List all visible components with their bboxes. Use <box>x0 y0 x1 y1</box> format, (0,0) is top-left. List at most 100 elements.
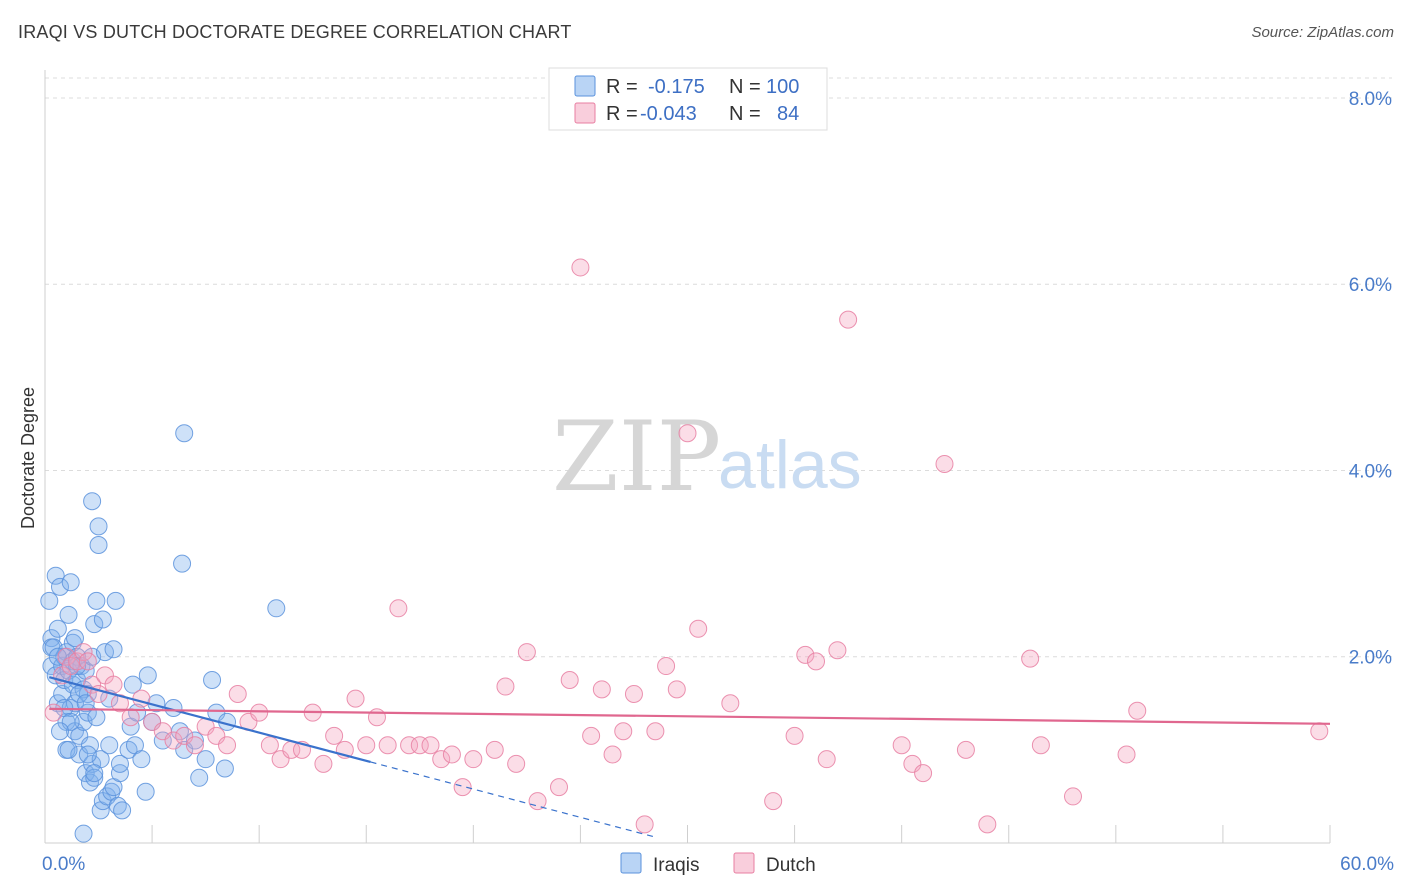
point-iraqis <box>46 566 65 585</box>
watermark-atlas-text: atlas <box>718 427 862 503</box>
y-tick-label: 2.0% <box>1349 648 1392 669</box>
chart-title: IRAQI VS DUTCH DOCTORATE DEGREE CORRELAT… <box>18 22 572 42</box>
point-dutch <box>646 722 665 741</box>
point-iraqis <box>59 740 78 759</box>
point-dutch <box>828 641 847 660</box>
point-dutch <box>592 680 611 699</box>
point-dutch <box>1117 745 1136 764</box>
point-dutch <box>378 736 397 755</box>
point-dutch <box>132 689 151 708</box>
point-iraqis <box>65 629 84 648</box>
point-iraqis <box>113 801 132 820</box>
trend-line-iraqis <box>49 676 371 764</box>
point-iraqis <box>85 764 104 783</box>
point-iraqis <box>110 754 129 773</box>
point-iraqis <box>85 768 104 787</box>
point-iraqis <box>119 740 138 759</box>
legend-swatch-iraqis <box>574 75 596 97</box>
point-dutch <box>1064 787 1082 806</box>
point-dutch <box>78 652 97 671</box>
point-dutch <box>550 778 568 797</box>
point-iraqis <box>215 759 234 778</box>
point-iraqis <box>190 768 209 787</box>
point-dutch <box>496 677 515 696</box>
point-iraqis <box>93 610 112 629</box>
series-legend: Iraqis Dutch <box>620 852 816 876</box>
point-dutch <box>935 454 954 473</box>
point-iraqis <box>50 722 69 741</box>
series-legend-label-dutch: Dutch <box>766 855 816 876</box>
point-iraqis <box>89 535 108 554</box>
point-iraqis <box>87 591 106 610</box>
point-dutch <box>614 722 633 741</box>
point-iraqis <box>173 554 192 573</box>
point-dutch <box>325 726 344 745</box>
point-dutch <box>785 726 804 745</box>
point-dutch <box>357 736 376 755</box>
point-dutch <box>560 671 579 690</box>
point-iraqis <box>267 599 286 618</box>
point-iraqis <box>83 492 102 511</box>
y-tick-label: 4.0% <box>1349 461 1392 482</box>
point-dutch <box>250 703 269 722</box>
series-legend-label-iraqis: Iraqis <box>653 855 699 876</box>
legend-n-label: N = <box>729 76 761 98</box>
point-dutch <box>517 643 536 662</box>
watermark: ZIP atlas <box>552 401 862 513</box>
point-dutch <box>432 750 451 769</box>
point-iraqis <box>100 736 119 755</box>
point-iraqis <box>203 671 222 690</box>
point-iraqis <box>50 577 69 596</box>
point-iraqis <box>136 782 155 801</box>
series-iraqis <box>40 424 286 843</box>
point-dutch <box>400 736 419 755</box>
trend-line-dutch <box>49 707 1331 725</box>
point-iraqis <box>87 708 106 727</box>
x-tick-label: 0.0% <box>42 854 85 875</box>
point-dutch <box>624 684 643 703</box>
point-dutch <box>121 708 140 727</box>
point-iraqis <box>78 745 97 764</box>
point-iraqis <box>48 619 67 638</box>
legend-r-label: R = <box>606 103 638 125</box>
point-iraqis <box>89 517 108 536</box>
point-dutch <box>582 726 601 745</box>
point-dutch <box>389 599 408 618</box>
point-iraqis <box>68 647 87 666</box>
series-legend-item-iraqis[interactable]: Iraqis <box>620 852 699 876</box>
trend-lines <box>49 676 1331 838</box>
point-dutch <box>74 643 93 662</box>
point-dutch <box>571 258 590 277</box>
point-dutch <box>61 657 80 676</box>
x-tick-label: 60.0% <box>1340 854 1394 875</box>
series-legend-swatch-iraqis <box>620 852 642 874</box>
y-axis-title: Doctorate Degree <box>18 387 38 529</box>
point-iraqis <box>61 573 80 592</box>
point-dutch <box>68 652 87 671</box>
point-dutch <box>421 736 440 755</box>
point-iraqis <box>138 666 157 685</box>
point-dutch <box>721 694 740 713</box>
series-dutch <box>44 258 1329 834</box>
point-dutch <box>839 310 858 329</box>
point-iraqis <box>74 824 93 843</box>
point-dutch <box>892 736 911 755</box>
legend-r-value: -0.175 <box>648 76 705 98</box>
data-points <box>40 258 1329 843</box>
point-iraqis <box>123 675 142 694</box>
point-dutch <box>603 745 622 764</box>
legend-r-value: -0.043 <box>640 103 697 125</box>
watermark-zip-text: ZIP <box>552 401 721 513</box>
point-dutch <box>453 778 472 797</box>
point-iraqis <box>196 750 215 769</box>
point-dutch <box>367 708 386 727</box>
legend-r-label: R = <box>606 76 638 98</box>
stats-legend-row-iraqis: R = -0.175 N = 100 <box>574 75 799 98</box>
point-iraqis <box>40 591 59 610</box>
point-dutch <box>817 750 836 769</box>
point-dutch <box>57 647 76 666</box>
point-dutch <box>978 815 997 834</box>
point-dutch <box>410 736 429 755</box>
series-legend-item-dutch[interactable]: Dutch <box>733 852 816 876</box>
